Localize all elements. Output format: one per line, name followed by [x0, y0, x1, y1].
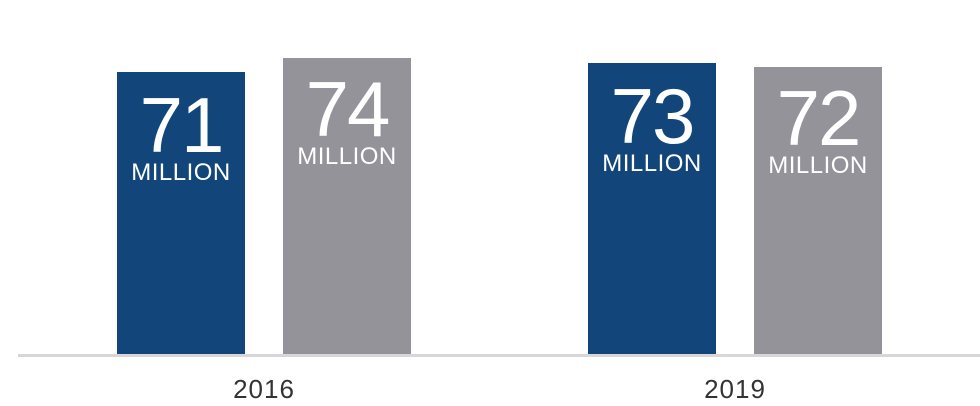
x-tick-label-2016: 2016	[233, 374, 295, 404]
x-tick-label-2019: 2019	[704, 374, 766, 404]
x-axis-baseline	[18, 354, 980, 357]
data-label: 74 MILLION	[283, 65, 411, 171]
data-label: 72 MILLION	[754, 74, 882, 180]
data-label-value: 73	[610, 71, 696, 160]
data-label: 73 MILLION	[588, 71, 716, 177]
data-label-value: 74	[305, 65, 391, 154]
bar-2016-s2: 74 MILLION	[283, 58, 411, 354]
data-label-unit: MILLION	[602, 149, 702, 177]
data-label: 71 MILLION	[117, 81, 245, 186]
data-label-unit: MILLION	[131, 159, 231, 186]
bar-2016-s1: 71 MILLION	[117, 72, 245, 354]
bar-2019-s1: 73 MILLION	[588, 62, 716, 354]
data-label-value: 72	[776, 74, 862, 163]
data-label-unit: MILLION	[297, 143, 397, 171]
bar-2019-s2: 72 MILLION	[754, 67, 882, 354]
data-label-unit: MILLION	[768, 152, 868, 180]
data-label-value: 71	[139, 81, 225, 169]
